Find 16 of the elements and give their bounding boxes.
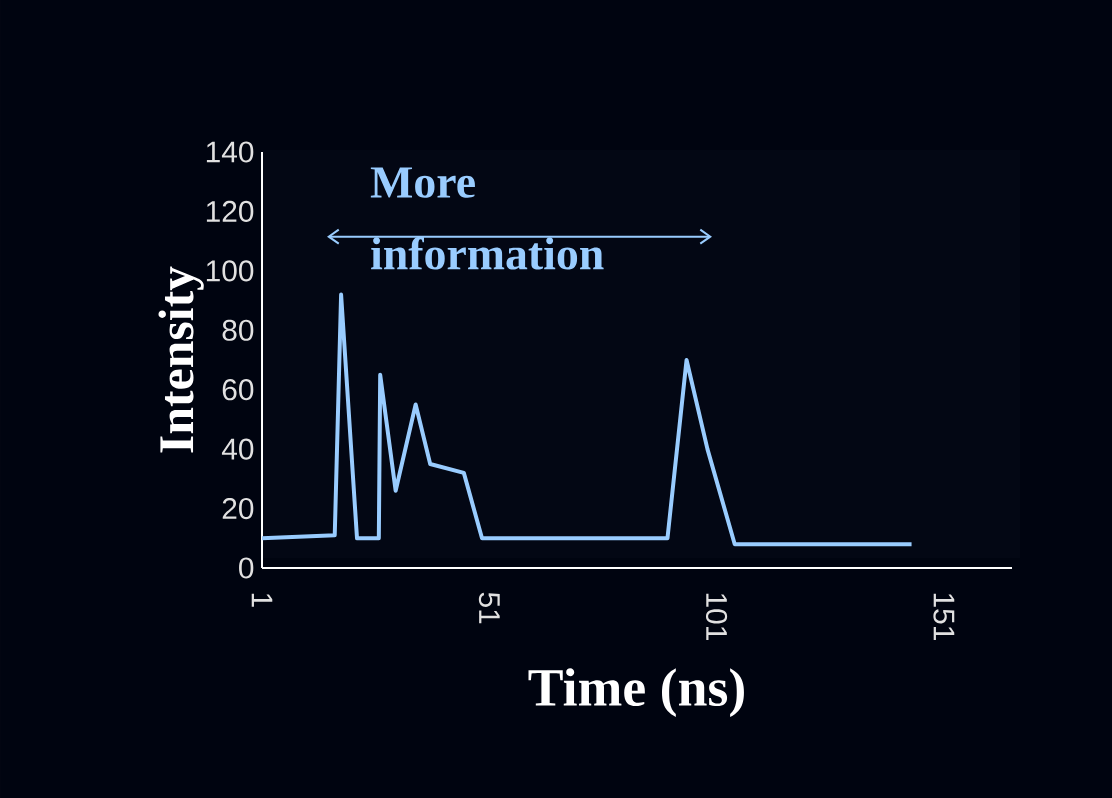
y-tick-label: 40 xyxy=(221,438,254,460)
x-tick-label: 101 xyxy=(705,593,728,640)
line-series xyxy=(260,292,914,547)
y-tick-label: 80 xyxy=(222,319,254,341)
x-tick-label: 1 xyxy=(251,593,273,607)
x-tick-label: 151 xyxy=(933,593,955,640)
y-tick-label: 100 xyxy=(206,260,254,282)
y-tick-label: 20 xyxy=(222,497,254,520)
y-tick-label: 140 xyxy=(206,141,254,163)
annotation: More information xyxy=(370,167,604,270)
y-tick-label: 120 xyxy=(206,200,254,222)
y-tick-label: 60 xyxy=(222,379,254,401)
x-tick-label: 51 xyxy=(478,592,500,624)
x-axis-title: Time (ns) xyxy=(528,668,744,717)
y-tick-label: 0 xyxy=(239,557,254,579)
y-axis-title: Intensity xyxy=(158,266,204,453)
